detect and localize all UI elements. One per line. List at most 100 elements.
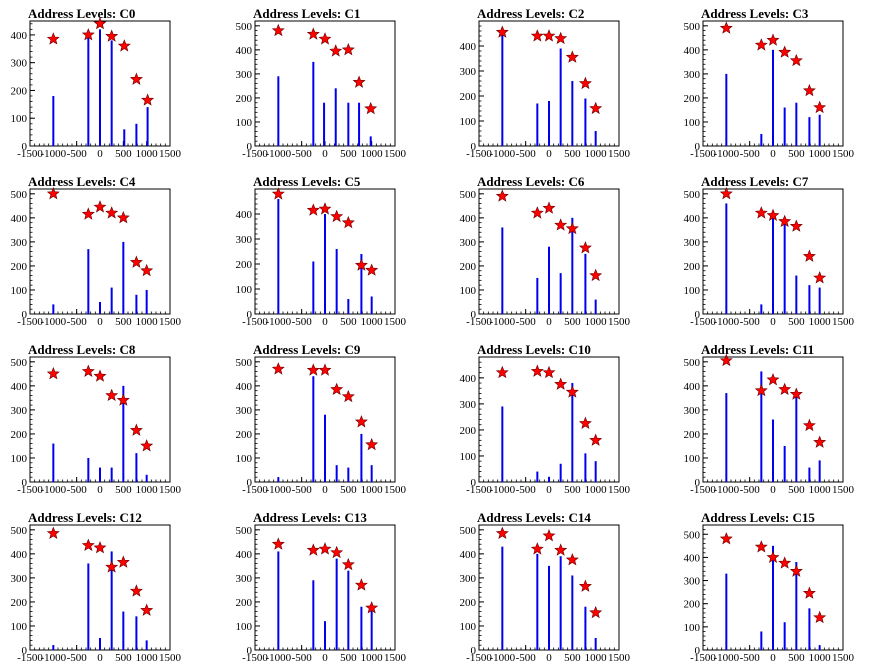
peak-marker	[589, 605, 603, 619]
peak-marker	[542, 365, 556, 379]
y-tick-label: 400	[236, 45, 253, 57]
histogram-bar	[559, 463, 562, 482]
peak-marker	[93, 369, 107, 382]
x-tick-label: 0	[97, 652, 103, 664]
x-tick-label: 1500	[608, 652, 631, 664]
histogram-bar	[808, 467, 811, 482]
y-tick-label: 400	[236, 549, 253, 561]
peak-marker	[81, 28, 95, 41]
peak-marker	[341, 389, 355, 403]
y-tick-label: 400	[460, 373, 477, 385]
chart-title: Address Levels: C5	[253, 174, 361, 189]
peak-marker	[364, 101, 378, 115]
histogram-bar	[536, 103, 539, 146]
peak-marker	[802, 418, 816, 432]
x-tick-label: 1000	[361, 148, 384, 160]
chart-panel-c15: Address Levels: C15 0 100 200 300 400 500 -1500…	[684, 510, 855, 664]
y-tick-label: 100	[11, 453, 28, 465]
chart-panel-c10: Address Levels: C10 0 100 200 300 400 -1500-10…	[460, 342, 631, 496]
x-tick-label: -1000	[40, 652, 66, 664]
y-tick-label: 200	[236, 259, 253, 271]
x-tick-label: -500	[740, 652, 761, 664]
histogram-bar	[783, 222, 786, 314]
histogram-bar	[594, 131, 597, 146]
chart-title: Address Levels: C7	[701, 174, 809, 189]
y-tick-label: 200	[460, 91, 477, 103]
histogram-bar	[312, 580, 315, 650]
y-tick-label: 500	[11, 189, 28, 201]
peak-marker	[105, 29, 119, 42]
histogram-bar	[818, 287, 821, 314]
histogram-bar	[370, 609, 373, 650]
histogram-bar	[772, 419, 774, 482]
histogram-bar	[559, 273, 562, 314]
x-tick-label: -500	[292, 148, 313, 160]
y-tick-label: 0	[22, 477, 28, 489]
y-tick-label: 0	[247, 141, 253, 153]
peak-marker	[116, 210, 130, 224]
histogram-bar	[501, 406, 504, 482]
histogram-bar	[87, 34, 90, 147]
x-tick-label: 1500	[608, 148, 631, 160]
peak-marker	[495, 526, 509, 539]
histogram-bar	[323, 102, 326, 146]
histogram-bar	[358, 102, 361, 146]
histogram-bar	[783, 445, 786, 482]
peak-marker	[354, 258, 368, 271]
x-tick-label: 0	[322, 148, 328, 160]
peak-marker	[81, 538, 95, 551]
histogram-bar	[122, 385, 125, 482]
x-tick-label: 500	[788, 484, 805, 496]
y-tick-label: 400	[684, 381, 701, 393]
histogram-bar	[795, 390, 798, 482]
histogram-bar	[559, 48, 562, 146]
y-tick-label: 100	[460, 285, 477, 297]
peak-marker	[365, 437, 379, 451]
chart-panel-c3: Address Levels: C30100200300400500-1500-…	[684, 6, 855, 160]
x-tick-label: 0	[322, 316, 328, 328]
y-tick-label: 400	[11, 381, 28, 393]
peak-marker	[565, 553, 579, 566]
peak-marker	[778, 214, 792, 227]
peak-marker	[117, 39, 131, 52]
histogram-bar	[122, 241, 125, 314]
peak-marker	[766, 33, 780, 46]
y-tick-label: 100	[236, 621, 253, 633]
y-tick-label: 0	[695, 477, 701, 489]
peak-marker	[365, 601, 379, 614]
histogram-bar	[571, 81, 574, 146]
peak-marker	[271, 23, 285, 37]
peak-marker	[578, 416, 592, 429]
x-tick-label: -1500	[466, 652, 492, 664]
chart-title: Address Levels: C9	[253, 342, 361, 357]
histogram-bar	[347, 102, 350, 146]
peak-marker	[129, 255, 143, 268]
x-tick-label: -1000	[265, 148, 291, 160]
peak-marker	[754, 206, 768, 219]
peak-marker	[719, 353, 733, 367]
x-tick-label: -1000	[40, 316, 66, 328]
x-tick-label: -1500	[690, 148, 716, 160]
y-tick-label: 300	[236, 69, 253, 81]
y-tick-label: 100	[460, 621, 477, 633]
y-tick-label: 400	[11, 213, 28, 225]
y-tick-label: 300	[460, 66, 477, 78]
peak-marker	[140, 439, 154, 452]
histogram-bar	[584, 606, 587, 650]
y-tick-label: 100	[684, 117, 701, 129]
peak-marker	[105, 388, 119, 401]
peak-marker	[542, 201, 556, 214]
histogram-bar	[277, 199, 280, 314]
chart-panel-c2: Address Levels: C2 0 100 200 300 400 -1500-100…	[460, 6, 631, 160]
x-tick-label: 1000	[809, 316, 832, 328]
chart-panel-c12: Address Levels: C12 0 100 200 300 400 500 -1500…	[11, 510, 182, 664]
x-tick-label: -1000	[713, 484, 739, 496]
x-tick-label: 500	[564, 652, 581, 664]
x-tick-label: -1500	[690, 652, 716, 664]
y-tick-label: 400	[460, 41, 477, 53]
chart-title: Address Levels: C8	[28, 342, 136, 357]
histogram-bar	[324, 214, 326, 314]
y-tick-label: 500	[236, 357, 253, 369]
peak-marker	[578, 76, 592, 90]
